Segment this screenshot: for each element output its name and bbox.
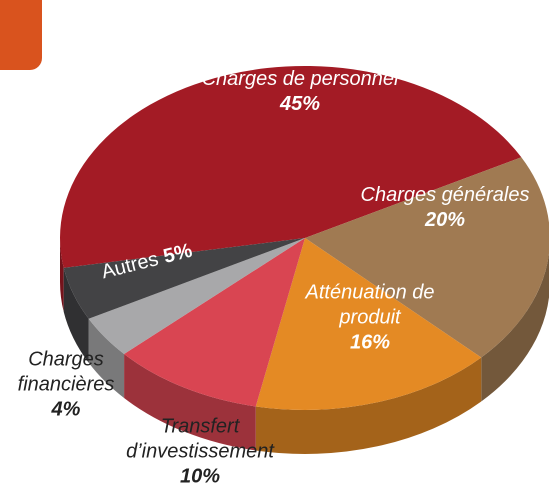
corner-tab (0, 0, 42, 70)
category-name: Charges financières (17, 348, 115, 396)
slice-label: Charges générales 20% (340, 183, 549, 233)
slice (60, 66, 522, 268)
category-name: Atténuation de produit (305, 281, 435, 329)
slice-label: Atténuation de produit 16% (300, 281, 440, 356)
slice-label: Transfert d’investissement 10% (95, 415, 305, 490)
value-label: 10% (179, 465, 221, 488)
value-label: 4% (51, 398, 81, 421)
value-label: 20% (424, 209, 466, 231)
slice-label: Charges de personnel 45% (170, 67, 430, 117)
slice (124, 238, 306, 407)
category-name: Transfert d’investissement (126, 415, 274, 463)
slice (63, 238, 305, 319)
slice (88, 238, 305, 354)
slice-side (481, 252, 549, 402)
slice-side (63, 267, 89, 363)
value-label: 45% (279, 93, 321, 115)
value-label: 5% (161, 239, 195, 268)
category-name: Charges de personnel (201, 68, 399, 90)
value-label: 16% (349, 331, 391, 354)
slice-side (60, 238, 64, 312)
category-name: Charges générales (360, 184, 530, 206)
slice (305, 157, 549, 358)
slice-side (124, 353, 256, 451)
slice-label: Charges financières 4% (1, 348, 131, 423)
slice-side (255, 357, 482, 454)
slice (255, 238, 482, 410)
slice-side (88, 318, 125, 398)
